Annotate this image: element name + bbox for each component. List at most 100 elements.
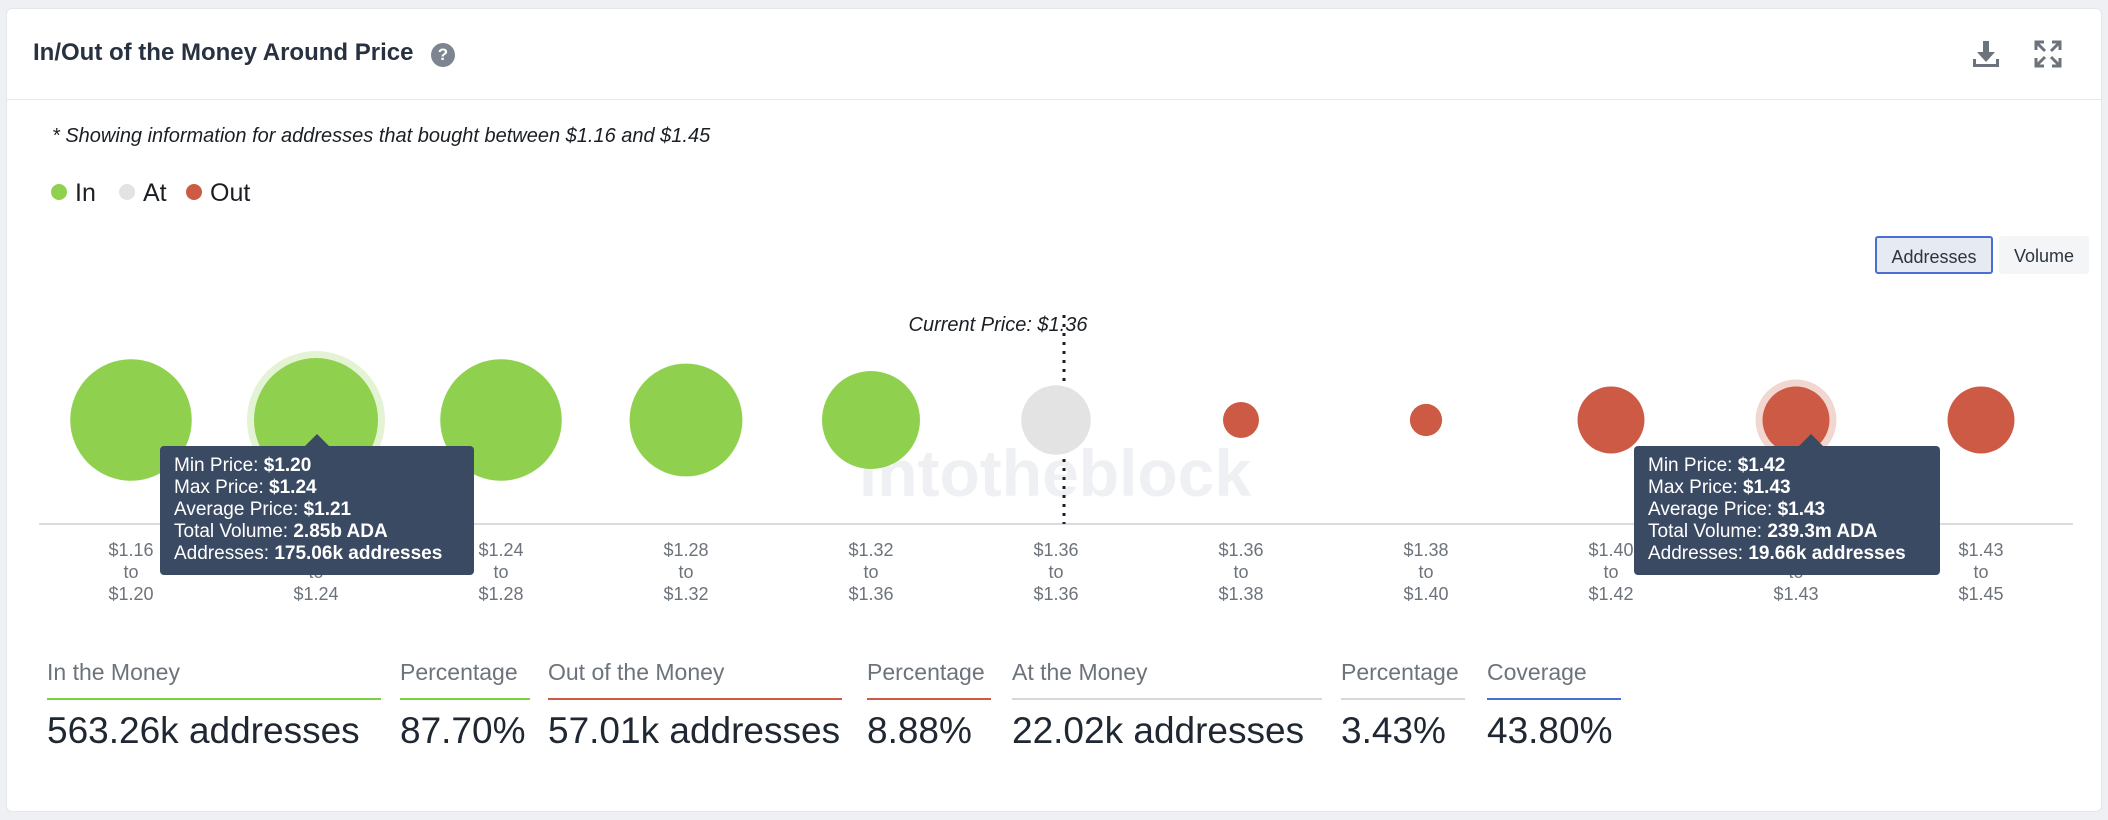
tick-label: $1.36 — [1033, 584, 1078, 604]
tick-label: $1.32 — [663, 584, 708, 604]
tick-label: $1.38 — [1218, 584, 1263, 604]
addresses-toggle-button[interactable]: Addresses — [1875, 236, 1993, 274]
tooltip-row: Total Volume: 239.3m ADA — [1648, 521, 1926, 543]
tooltip-value: $1.21 — [303, 499, 352, 520]
tooltip-row: Addresses: 19.66k addresses — [1648, 543, 1926, 565]
tooltip-bubble-10: Min Price: $1.42 Max Price: $1.43 Averag… — [1634, 434, 1940, 575]
tooltip-label: Total Volume: — [174, 521, 294, 542]
stat-value: 22.02k addresses — [1012, 710, 1305, 751]
stat-at-the-money: At the Money 22.02k addresses — [1012, 659, 1322, 752]
tick-label: $1.24 — [478, 540, 523, 560]
tick-label: $1.16 — [108, 540, 153, 560]
tick-label: $1.40 — [1403, 584, 1448, 604]
tick-label: $1.36 — [1033, 540, 1078, 560]
tooltip-row: Average Price: $1.21 — [174, 499, 460, 521]
legend-label-out: Out — [210, 179, 251, 207]
legend-item-out[interactable]: Out — [186, 179, 250, 208]
bubble-4 — [629, 363, 743, 477]
tooltip-value: 19.66k addresses — [1748, 543, 1906, 564]
stat-label: Out of the Money — [548, 659, 842, 700]
tick-label: to — [1973, 562, 1988, 582]
tooltip-value: 2.85b ADA — [293, 521, 388, 542]
tick-label: $1.28 — [663, 540, 708, 560]
tick-label: $1.45 — [1958, 584, 2003, 604]
stat-coverage: Coverage 43.80% — [1487, 659, 1621, 752]
bubble-7 — [1223, 402, 1259, 438]
tooltip-label: Max Price: — [1648, 477, 1744, 498]
expand-icon[interactable] — [2031, 37, 2065, 71]
page-title: In/Out of the Money Around Price — [33, 39, 414, 66]
tooltip-row: Max Price: $1.43 — [1648, 477, 1926, 499]
tooltip-bubble-2: Min Price: $1.20 Max Price: $1.24 Averag… — [160, 434, 474, 575]
tick-label: $1.20 — [108, 584, 153, 604]
legend-dot-out — [186, 184, 202, 201]
stat-value: 57.01k addresses — [548, 710, 841, 751]
stat-label: In the Money — [47, 659, 381, 700]
tick-label: $1.38 — [1403, 540, 1448, 560]
legend-label-in: In — [75, 179, 96, 207]
stat-value: 8.88% — [867, 710, 972, 751]
tooltip-value: $1.43 — [1777, 499, 1826, 520]
tooltip-row: Total Volume: 2.85b ADA — [174, 521, 460, 543]
stat-in-the-money: In the Money 563.26k addresses — [47, 659, 381, 752]
stat-label: Percentage — [867, 659, 991, 700]
stat-label: Coverage — [1487, 659, 1621, 700]
tick-label: to — [1048, 562, 1063, 582]
tick-label: to — [678, 562, 693, 582]
legend-dot-at — [119, 184, 135, 201]
tooltip-row: Min Price: $1.20 — [174, 455, 460, 477]
tooltip-label: Max Price: — [174, 477, 270, 498]
download-icon[interactable] — [1969, 37, 2003, 71]
chart-card: In/Out of the Money Around Price ? * Sho… — [6, 8, 2102, 812]
legend-dot-in — [51, 184, 67, 201]
bubble-8 — [1409, 403, 1443, 437]
current-price-label: Current Price: $1.36 — [909, 314, 1089, 336]
tick-label: to — [493, 562, 508, 582]
tooltip-label: Addresses: — [174, 543, 275, 564]
tooltip-value: $1.24 — [269, 477, 317, 498]
stat-out-percentage: Percentage 8.88% — [867, 659, 991, 752]
tick-label: to — [1418, 562, 1433, 582]
tooltip-label: Addresses: — [1648, 543, 1749, 564]
tick-label: $1.32 — [848, 540, 893, 560]
tick-label: $1.43 — [1958, 540, 2003, 560]
card-header: In/Out of the Money Around Price ? — [7, 9, 2101, 100]
bubble-5 — [822, 371, 920, 469]
tick-label: $1.36 — [848, 584, 893, 604]
tick-label: $1.24 — [293, 584, 338, 604]
tooltip-row: Average Price: $1.43 — [1648, 499, 1926, 521]
tooltip-label: Min Price: — [1648, 455, 1738, 476]
tooltip-label: Average Price: — [1648, 499, 1778, 520]
volume-toggle-button[interactable]: Volume — [1999, 236, 2089, 274]
tooltip-label: Total Volume: — [1648, 521, 1768, 542]
stat-label: At the Money — [1012, 659, 1322, 700]
bubble-9 — [1577, 386, 1645, 454]
tooltip-row: Addresses: 175.06k addresses — [174, 543, 460, 565]
stat-value: 563.26k addresses — [47, 710, 360, 751]
tick-label: to — [1233, 562, 1248, 582]
tooltip-label: Average Price: — [174, 499, 304, 520]
tick-label: $1.36 — [1218, 540, 1263, 560]
tick-label: $1.42 — [1588, 584, 1633, 604]
tooltip-value: 239.3m ADA — [1767, 521, 1878, 542]
tick-label: $1.40 — [1588, 540, 1633, 560]
legend-label-at: At — [143, 179, 167, 207]
stat-label: Percentage — [400, 659, 530, 700]
legend-item-at[interactable]: At — [119, 179, 167, 208]
stat-out-of-the-money: Out of the Money 57.01k addresses — [548, 659, 842, 752]
tick-label: to — [123, 562, 138, 582]
stat-at-percentage: Percentage 3.43% — [1341, 659, 1465, 752]
tooltip-row: Min Price: $1.42 — [1648, 455, 1926, 477]
stat-value: 3.43% — [1341, 710, 1446, 751]
question-circle-icon[interactable]: ? — [431, 43, 455, 67]
tooltip-value: $1.43 — [1743, 477, 1791, 498]
tooltip-label: Min Price: — [174, 455, 264, 476]
stat-value: 43.80% — [1487, 710, 1613, 751]
tick-label: to — [1603, 562, 1618, 582]
tooltip-row: Max Price: $1.24 — [174, 477, 460, 499]
stat-value: 87.70% — [400, 710, 526, 751]
bubble-11 — [1947, 386, 2015, 454]
legend-item-in[interactable]: In — [51, 179, 96, 208]
range-note: * Showing information for addresses that… — [52, 125, 711, 147]
